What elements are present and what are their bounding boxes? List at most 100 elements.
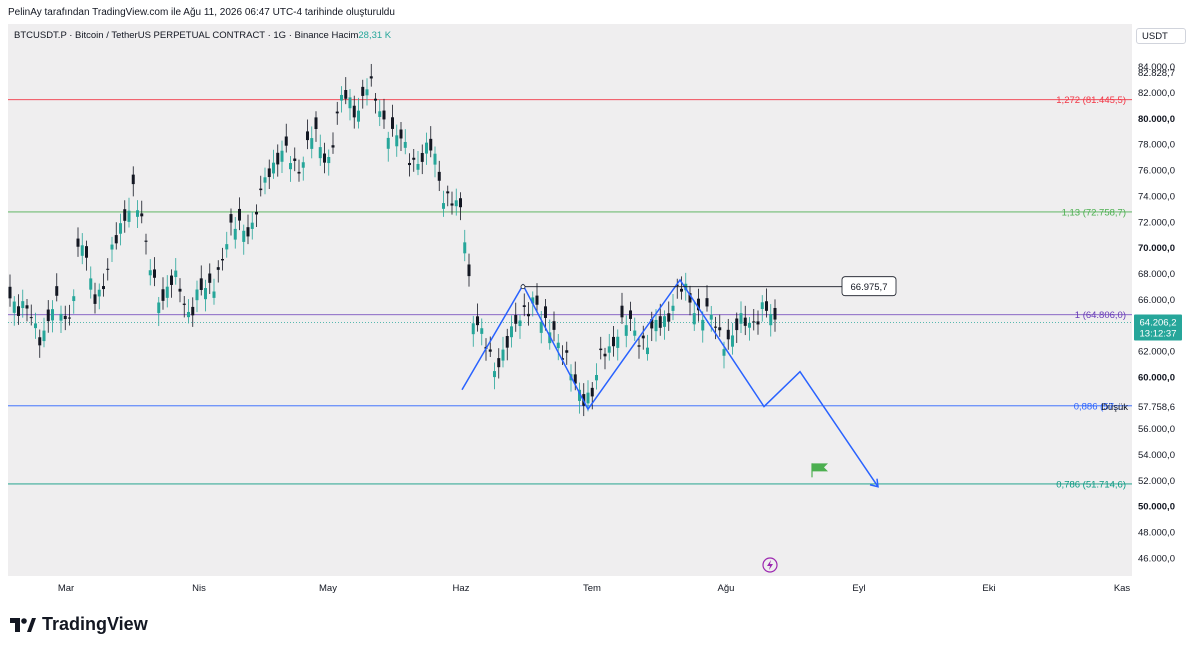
candle-body <box>187 311 190 318</box>
candle-body <box>131 174 135 185</box>
candle-body <box>238 208 241 221</box>
candle-body <box>323 153 326 163</box>
candle-body <box>310 138 314 149</box>
price-axis[interactable]: 84.000,0 82.000,0 80.000,0 78.000,0 76.000,0… <box>1132 24 1192 576</box>
ray-anchor[interactable] <box>520 284 526 290</box>
candle-body <box>153 269 156 278</box>
chart-pane[interactable]: 1,272 (81.445,5) 1,13 (72.758,7) 1 (64.806… <box>8 24 1132 576</box>
candle-body <box>242 230 246 242</box>
candle-body <box>284 136 288 146</box>
price-tick-label: 78.000,0 <box>1138 140 1175 151</box>
candle-body <box>280 150 284 162</box>
candle-body <box>348 97 352 109</box>
candle-body <box>454 200 458 207</box>
candle-body <box>80 245 84 256</box>
price-tick-label: 84.000,0 <box>1138 62 1175 73</box>
candle-body <box>752 321 756 323</box>
candle-body <box>272 162 275 174</box>
candle-body <box>42 330 46 342</box>
candle-body <box>165 286 169 298</box>
candle-body <box>148 270 152 276</box>
volume-value: 28,31 K <box>358 30 392 41</box>
price-tick-label: 48.000,0 <box>1138 527 1175 538</box>
candle-body <box>420 152 424 162</box>
time-tick-label: Tem <box>583 583 601 594</box>
candle-body <box>263 177 267 183</box>
candle-body <box>578 389 581 401</box>
symbol-info[interactable]: BTCUSDT.P · Bitcoin / TetherUS PERPETUAL… <box>14 30 329 41</box>
high-value: 82.828,7 <box>1138 68 1175 79</box>
candle-body <box>739 313 743 324</box>
candle-body <box>688 293 692 303</box>
candle-body <box>212 291 216 298</box>
price-tick-label: 70.000,0 <box>1138 243 1175 254</box>
fib-level-label: 1 (64.806,0) <box>1075 310 1126 321</box>
candle-body <box>12 301 16 313</box>
candle-body <box>255 211 258 215</box>
time-tick-label: Eyl <box>852 583 865 594</box>
candle-body <box>624 325 628 336</box>
price-tick-label: 46.000,0 <box>1138 553 1175 564</box>
candle-body <box>68 317 71 319</box>
candle-body <box>701 319 705 331</box>
candle-body <box>102 286 105 290</box>
candle-body <box>331 145 335 148</box>
price-tick-label: 50.000,0 <box>1138 502 1175 513</box>
annotation-box[interactable] <box>841 276 897 297</box>
tradingview-logo[interactable]: TradingView <box>10 614 148 635</box>
price-tick-label: 60.000,0 <box>1138 372 1175 383</box>
candle-body <box>216 267 220 270</box>
time-tick-label: Mar <box>58 583 74 594</box>
candle-body <box>29 317 33 319</box>
axis-corner <box>1132 576 1192 600</box>
candle-body <box>552 321 556 330</box>
candle-body <box>718 327 722 331</box>
candle-body <box>352 105 356 118</box>
candle-body <box>590 387 594 397</box>
candle-body <box>140 213 144 217</box>
candle-body <box>178 288 182 292</box>
candle-body <box>429 138 433 151</box>
candle-body <box>446 191 450 194</box>
candle-body <box>114 235 118 244</box>
candle-body <box>705 298 709 307</box>
candle-body <box>692 313 696 325</box>
candle-body <box>748 322 751 328</box>
lightning-alert-icon[interactable] <box>762 557 778 573</box>
candle-body <box>314 117 318 130</box>
candle-body <box>306 131 309 141</box>
price-tick-label: 56.000,0 <box>1138 424 1175 435</box>
volume-label: Hacim <box>331 30 359 41</box>
flag-icon[interactable] <box>811 463 828 478</box>
candle-body <box>709 314 713 320</box>
candle-body <box>476 316 479 326</box>
candlestick-chart[interactable]: 1,272 (81.445,5) 1,13 (72.758,7) 1 (64.806… <box>8 24 1132 576</box>
time-axis[interactable]: Mar Nis May Haz Tem Ağu Eyl Eki Kas <box>8 576 1132 600</box>
candle-body <box>259 188 263 191</box>
tradingview-logo-icon <box>10 617 36 632</box>
candle-body <box>93 294 97 304</box>
candle-body <box>463 242 467 254</box>
last-price-value: 64.206,2 <box>1140 317 1177 328</box>
candle-body <box>250 222 254 229</box>
candle-body <box>437 171 441 181</box>
candle-body <box>722 349 726 356</box>
time-tick-label: Kas <box>1114 583 1131 594</box>
candle-body <box>340 94 343 101</box>
candle-body <box>191 306 195 316</box>
currency-button[interactable]: USDT <box>1136 28 1186 44</box>
price-tick-label: 76.000,0 <box>1138 166 1175 177</box>
candle-body <box>378 111 382 117</box>
candle-body <box>276 152 280 165</box>
candle-body <box>612 336 615 347</box>
annotation-label: 66.975,7 <box>851 282 888 293</box>
candle-body <box>573 374 577 384</box>
attribution-text: PelinAy tarafından TradingView.com ile A… <box>8 7 395 18</box>
candle-body <box>675 284 679 286</box>
candle-body <box>119 223 122 234</box>
candle-body <box>518 320 522 327</box>
candle-body <box>144 240 148 242</box>
price-tick-label: 52.000,0 <box>1138 476 1175 487</box>
candle-body <box>488 349 492 352</box>
price-tick-label: 80.000,0 <box>1138 114 1175 125</box>
